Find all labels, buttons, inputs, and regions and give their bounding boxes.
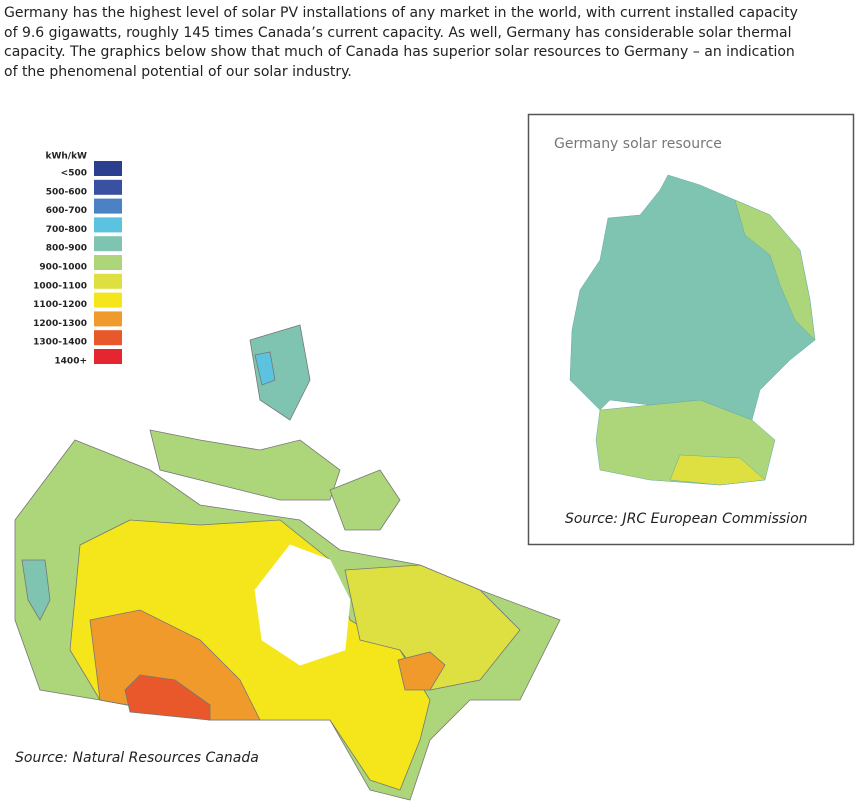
legend-swatch bbox=[94, 179, 122, 195]
legend-label: 800-900 bbox=[46, 244, 87, 254]
legend-swatch bbox=[94, 292, 122, 308]
intro-line: of 9.6 gigawatts, roughly 145 times Cana… bbox=[4, 24, 792, 41]
legend-label: 1400+ bbox=[54, 357, 87, 367]
legend-label: 1000-1100 bbox=[33, 281, 87, 291]
intro-text: Germany has the highest level of solar P… bbox=[4, 4, 854, 82]
legend: <500 500-600 600-700 700-800 800-900 900-1000… bbox=[33, 161, 122, 367]
legend-title: kWh/kW bbox=[45, 152, 87, 162]
legend-label: 500-600 bbox=[46, 187, 87, 197]
legend-label: 1300-1400 bbox=[33, 338, 87, 348]
legend-swatch bbox=[94, 198, 122, 214]
legend-label: 900-1000 bbox=[39, 263, 87, 273]
canada-source: Source: Natural Resources Canada bbox=[15, 750, 259, 766]
legend-swatch bbox=[94, 161, 122, 176]
legend-label: 700-800 bbox=[46, 225, 87, 235]
legend-swatch bbox=[94, 236, 122, 252]
legend-label: <500 bbox=[61, 169, 87, 179]
legend-label: 1200-1300 bbox=[33, 319, 87, 329]
legend-swatch bbox=[94, 330, 122, 346]
legend-swatch bbox=[94, 349, 122, 364]
intro-line: capacity. The graphics below show that m… bbox=[4, 44, 795, 60]
intro-line: of the phenomenal potential of our solar… bbox=[4, 63, 352, 80]
intro-line: Germany has the highest level of solar P… bbox=[4, 5, 798, 21]
legend-label: 1100-1200 bbox=[33, 300, 87, 310]
legend-swatch bbox=[94, 273, 122, 289]
germany-title: Germany solar resource bbox=[554, 136, 722, 152]
germany-map bbox=[569, 174, 816, 486]
germany-source: Source: JRC European Commission bbox=[565, 511, 808, 527]
legend-swatch bbox=[94, 255, 122, 270]
legend-swatch bbox=[94, 217, 122, 233]
canada-map bbox=[14, 324, 561, 801]
legend-swatch bbox=[94, 311, 122, 327]
legend-label: 600-700 bbox=[46, 206, 87, 216]
